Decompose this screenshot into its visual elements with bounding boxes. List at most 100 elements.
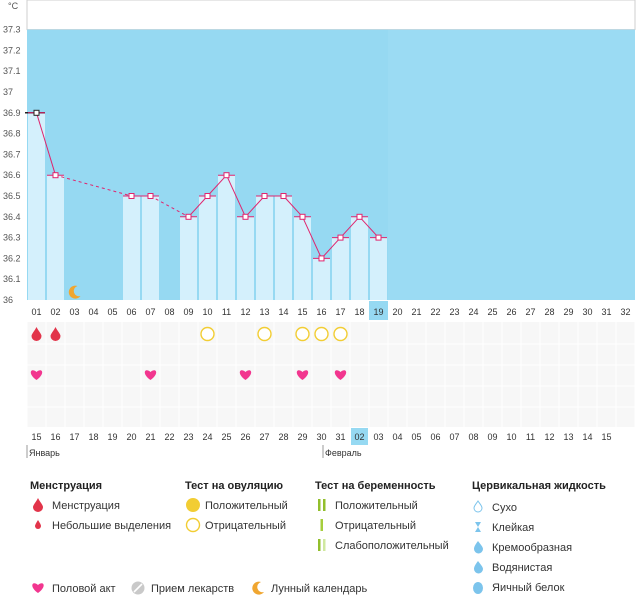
y-tick-label: 36.2	[3, 253, 21, 263]
cycle-day-label: 24	[468, 307, 478, 317]
legend-cervical-eggwhite-icon	[473, 582, 483, 594]
legend-pregnancy-positive-icon	[318, 499, 321, 511]
cycle-day-label: 04	[88, 307, 98, 317]
menstruation-drop-icon	[50, 327, 61, 342]
legend-title-pregnancy: Тест на беременность	[315, 480, 436, 492]
temperature-line-segment	[321, 237, 341, 259]
cycle-day-label: 14	[278, 307, 288, 317]
cycle-day-label: 17	[335, 307, 345, 317]
temperature-line-segment	[283, 195, 303, 218]
calendar-date: 23	[183, 432, 193, 442]
ovulation-negative-icon	[295, 326, 310, 342]
temperature-point[interactable]	[204, 193, 211, 199]
plot-area-future	[388, 29, 635, 300]
temperature-point[interactable]	[375, 234, 382, 241]
calendar-date: 04	[392, 432, 402, 442]
temperature-point[interactable]	[147, 193, 154, 199]
month-label-february: Февраль	[325, 448, 362, 458]
calendar-date: 07	[449, 432, 459, 442]
temperature-point[interactable]	[185, 213, 192, 220]
cycle-day-label: 07	[145, 307, 155, 317]
legend-item-cervical-creamy: Кремообразная	[492, 542, 572, 554]
cycle-day-label: 18	[354, 307, 364, 317]
calendar-date: 03	[373, 432, 383, 442]
temperature-line-segment	[226, 174, 246, 218]
temperature-point[interactable]	[128, 193, 135, 199]
intercourse-heart-icon	[334, 370, 347, 380]
temperature-bar	[199, 196, 216, 300]
temperature-line-segment	[55, 174, 132, 197]
cycle-day-label: 29	[563, 307, 573, 317]
cycle-day-label: 08	[164, 307, 174, 317]
temperature-line-segment	[302, 216, 322, 259]
cycle-day-label: 03	[69, 307, 79, 317]
temperature-point[interactable]	[261, 193, 268, 199]
cycle-day-label: 16	[316, 307, 326, 317]
temperature-point[interactable]	[356, 213, 363, 220]
cycle-day-label: 09	[183, 307, 193, 317]
calendar-date: 12	[544, 432, 554, 442]
calendar-date: 31	[335, 432, 345, 442]
legend-ovulation-positive-icon	[186, 498, 200, 512]
legend-ovulation-negative-icon	[185, 517, 201, 533]
today-date-highlight	[351, 428, 368, 445]
legend-intercourse-icon	[32, 583, 44, 593]
intercourse-heart-icon	[144, 370, 157, 380]
intercourse-heart-icon	[296, 370, 309, 380]
temperature-line-segment	[340, 216, 360, 238]
legend-item-pregnancy-negative: Отрицательный	[335, 520, 416, 532]
calendar-date: 08	[468, 432, 478, 442]
intercourse-heart-icon	[239, 370, 252, 380]
calendar-date: 18	[88, 432, 98, 442]
legend-cervical-watery-icon	[474, 561, 483, 574]
temperature-bar	[237, 216, 254, 300]
calendar-date: 05	[411, 432, 421, 442]
temperature-point[interactable]	[33, 109, 40, 116]
temperature-point[interactable]	[242, 213, 249, 220]
calendar-date: 16	[50, 432, 60, 442]
calendar-date: 17	[69, 432, 79, 442]
y-tick-label: 36.4	[3, 212, 21, 222]
calendar-date: 27	[259, 432, 269, 442]
calendar-date: 13	[563, 432, 573, 442]
temperature-line-segment	[359, 216, 379, 238]
menstruation-drop-icon	[31, 327, 42, 342]
cycle-day-label: 20	[392, 307, 402, 317]
calendar-date: 02	[354, 432, 364, 442]
legend-cervical-dry-icon	[473, 500, 483, 513]
temperature-point[interactable]	[299, 213, 306, 220]
temperature-point[interactable]	[337, 234, 344, 241]
current-day-highlight	[369, 301, 388, 320]
temperature-point[interactable]	[223, 172, 230, 179]
cycle-day-label: 06	[126, 307, 136, 317]
cycle-day-label: 25	[487, 307, 497, 317]
cycle-day-label: 30	[582, 307, 592, 317]
cycle-day-label: 12	[240, 307, 250, 317]
calendar-date: 30	[316, 432, 326, 442]
legend-moon-icon	[252, 581, 264, 595]
temperature-line-segment	[188, 195, 208, 218]
calendar-date: 06	[430, 432, 440, 442]
calendar-date: 11	[526, 432, 535, 442]
temperature-bar	[180, 216, 197, 300]
ovulation-negative-icon	[314, 326, 329, 342]
cycle-day-label: 26	[506, 307, 516, 317]
legend-title-menstruation: Менструация	[30, 480, 102, 492]
legend-item-pregnancy-weak: Слабоположительный	[335, 540, 449, 552]
temperature-point[interactable]	[280, 193, 287, 199]
temperature-point[interactable]	[318, 255, 325, 262]
y-tick-label: 37.3	[3, 25, 21, 35]
calendar-date: 24	[202, 432, 212, 442]
temperature-bar	[313, 258, 330, 300]
legend-item-moon: Лунный календарь	[271, 583, 368, 595]
cycle-day-label: 21	[411, 307, 421, 317]
temperature-point[interactable]	[52, 172, 59, 179]
y-tick-label: 36.1	[3, 274, 21, 284]
y-tick-label: 37	[3, 87, 13, 97]
cycle-day-label: 15	[297, 307, 307, 317]
moon-calendar-icon	[68, 285, 81, 299]
y-axis-unit: °C	[8, 1, 19, 11]
legend-item-cervical-eggwhite: Яичный белок	[492, 582, 565, 594]
legend-medication-icon-line	[133, 583, 143, 593]
legend-title-ovulation: Тест на овуляцию	[185, 480, 283, 492]
